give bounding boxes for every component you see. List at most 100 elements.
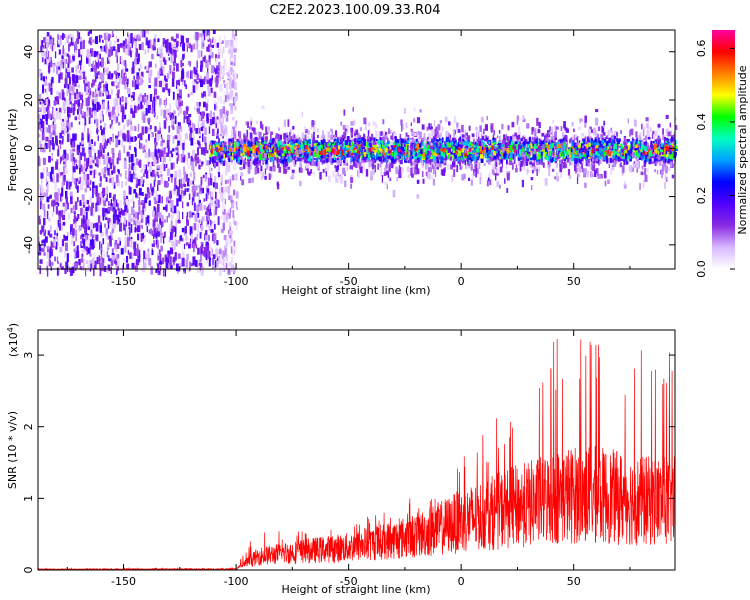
spectrogram-cell: [83, 123, 86, 132]
spectrogram-cell: [410, 165, 414, 170]
spectrogram-cell: [547, 162, 549, 168]
spectrogram-cell: [89, 165, 93, 169]
spectrogram-cell: [491, 169, 495, 175]
spectrogram-cell: [88, 204, 90, 211]
spectrogram-cell: [56, 232, 59, 236]
spectrogram-cell: [207, 177, 210, 187]
spectrogram-cell: [201, 244, 203, 249]
spectrogram-cell: [559, 159, 562, 165]
spectrogram-cell: [284, 168, 288, 173]
spectrogram-cell: [98, 91, 102, 97]
spectrogram-cell: [113, 70, 117, 75]
spectrogram-cell: [87, 31, 90, 36]
spectrogram-cell: [172, 136, 175, 144]
spectrogram-cell: [129, 170, 132, 179]
spectrogram-cell: [105, 44, 107, 54]
spectrogram-cell: [436, 131, 439, 138]
spectrogram-cell: [225, 82, 229, 90]
spectrogram-cell: [137, 225, 141, 233]
spectrogram-cell: [48, 39, 52, 45]
spectrogram-cell: [70, 226, 72, 235]
spectrogram-cell: [523, 165, 526, 171]
spectrogram-cell: [345, 131, 348, 135]
spectrogram-cell: [452, 158, 455, 163]
spectrogram-cell: [104, 166, 107, 173]
spectrogram-cell: [129, 115, 132, 122]
spectrogram-cell: [522, 135, 524, 140]
spectrogram-cell: [235, 86, 238, 91]
spectrogram-cell: [663, 137, 666, 144]
spectrogram-cell: [128, 156, 131, 163]
spectrogram-cell: [78, 102, 80, 112]
spectrogram-cell: [174, 252, 177, 261]
spectrogram-cell: [174, 185, 178, 190]
spectrogram-cell: [70, 193, 72, 201]
spectrogram-cell: [194, 259, 198, 267]
spectrogram-cell: [193, 66, 196, 74]
spectrogram-cell: [49, 247, 52, 256]
spectrogram-cell: [175, 219, 178, 226]
spectrogram-cell: [340, 121, 343, 126]
spectrogram-cell: [218, 188, 222, 195]
spectrogram-cell: [78, 91, 81, 98]
spectrogram-cell: [83, 162, 86, 170]
spectrogram-cell: [47, 82, 50, 86]
spectrogram-cell: [202, 174, 205, 179]
spectrogram-cell: [446, 163, 450, 170]
spectrogram-cell: [68, 88, 71, 94]
spectrogram-cell: [199, 101, 201, 107]
spectrogram-cell: [161, 196, 163, 204]
spectrogram-cell: [71, 67, 74, 73]
spectrogram-cell: [472, 173, 474, 179]
spectrogram-cell: [89, 187, 91, 191]
spectrogram-cell: [181, 250, 185, 258]
spectrogram-cell: [661, 170, 663, 179]
spectrogram-cell: [423, 133, 426, 140]
spectrogram-cell: [150, 171, 153, 177]
spectrogram-cell: [372, 121, 376, 126]
spectrogram-cell: [132, 135, 135, 141]
spectrogram-cell: [172, 148, 175, 152]
spectrogram-cell: [88, 167, 90, 172]
spectrogram-cell: [179, 106, 182, 114]
spectrogram-cell: [63, 234, 65, 239]
spectrogram-cell: [203, 247, 207, 255]
spectrogram-cell: [128, 227, 131, 235]
spectrogram-cell: [140, 75, 143, 80]
spectrogram-cell: [218, 159, 221, 168]
spectrogram-cell: [116, 243, 120, 249]
spectrogram-cell: [413, 166, 417, 175]
spectrogram-cell: [38, 133, 41, 138]
spectrogram-cell: [198, 127, 201, 137]
spectrogram-cell: [573, 161, 575, 167]
spectrogram-cell: [602, 123, 605, 128]
spectrogram-cell: [432, 178, 436, 186]
spectrogram-cell: [165, 83, 168, 90]
spectrogram-cell: [427, 136, 429, 140]
spectrogram-cell: [166, 140, 170, 149]
spectrogram-cell: [60, 210, 64, 218]
spectrogram-cell: [307, 168, 309, 175]
spectrogram-cell: [48, 56, 51, 62]
spectrogram-cell: [201, 216, 205, 222]
spectrogram-cell: [78, 49, 81, 58]
spectrogram-cell: [182, 142, 185, 151]
spectrogram-cell: [501, 123, 504, 130]
spectrogram-cell: [65, 68, 68, 74]
spectrogram-cell: [131, 67, 135, 74]
spectrogram-cell: [590, 144, 593, 149]
spectrogram-cell: [144, 49, 147, 55]
spectrogram-cell: [179, 154, 181, 159]
spectrogram-cell: [201, 92, 203, 98]
spectrogram-cell: [212, 266, 215, 270]
spectrogram-cell: [216, 240, 219, 246]
spectrogram-cell: [74, 222, 77, 228]
spectrogram-cell: [58, 222, 62, 231]
spectrogram-cell: [54, 256, 56, 262]
spectrogram-cell: [72, 133, 76, 141]
spectrogram-cell: [589, 126, 592, 131]
spectrogram-cell: [156, 115, 159, 120]
spectrogram-cell: [215, 75, 219, 81]
spectrogram-cell: [422, 178, 425, 184]
spectrogram-cell: [39, 201, 42, 210]
